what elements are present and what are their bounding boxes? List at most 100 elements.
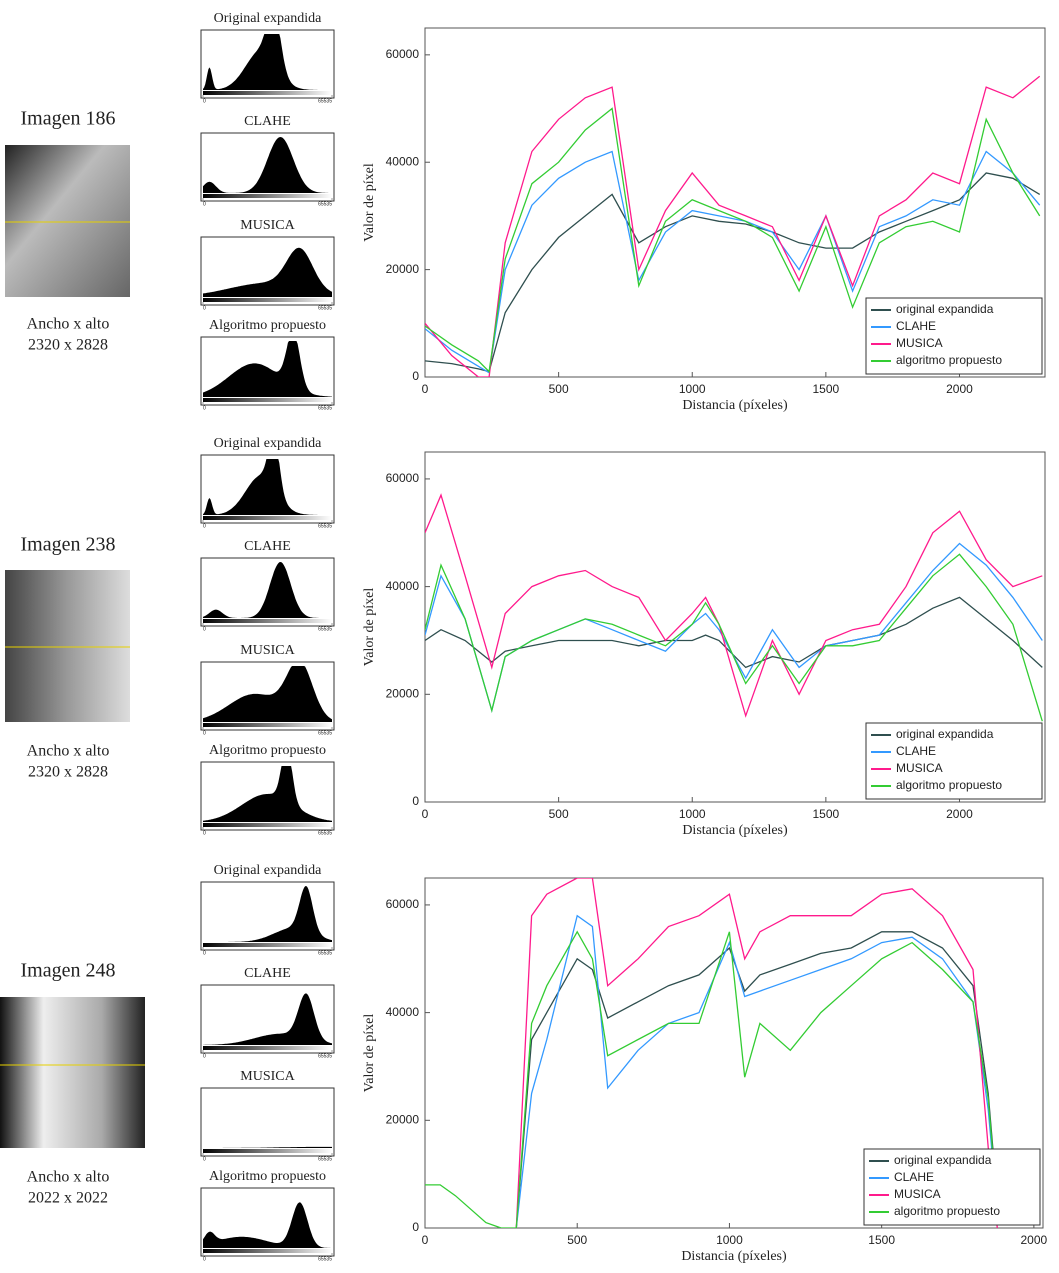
legend-label: MUSICA xyxy=(896,761,943,775)
histogram-tick-label: 65535 xyxy=(318,1053,332,1059)
series-line xyxy=(425,553,1043,722)
histogram-title: CLAHE xyxy=(244,114,291,129)
series-line xyxy=(425,596,1043,669)
histogram-tick-label: 0 xyxy=(203,1053,206,1059)
legend-box xyxy=(863,1148,1041,1226)
histogram-tick-label: 0 xyxy=(203,201,206,207)
histogram-title: Original expandida xyxy=(214,11,322,26)
histogram-shape xyxy=(203,886,332,942)
series-line xyxy=(425,172,1041,373)
legend-label: algoritmo propuesto xyxy=(894,1204,1000,1218)
size-label: Ancho x alto xyxy=(27,1169,110,1186)
series-line xyxy=(425,75,1041,377)
x-tick-label: 0 xyxy=(422,382,429,396)
legend-label: MUSICA xyxy=(896,336,943,350)
histogram-title: CLAHE xyxy=(244,966,291,981)
size-value: 2320 x 2828 xyxy=(28,764,108,781)
histogram-title: Algoritmo propuesto xyxy=(209,1169,326,1184)
histogram-tick-label: 65535 xyxy=(318,1256,332,1262)
xray-image xyxy=(0,997,145,1148)
x-tick-label: 1500 xyxy=(813,807,840,821)
size-value: 2320 x 2828 xyxy=(28,337,108,354)
gray-bar xyxy=(203,91,332,95)
y-axis-label: Valor de píxel xyxy=(362,1014,377,1093)
histogram-tick-label: 65535 xyxy=(318,405,332,411)
gray-bar xyxy=(203,1046,332,1050)
y-tick-label: 60000 xyxy=(386,47,420,61)
legend-label: CLAHE xyxy=(896,319,936,333)
histogram-tick-label: 0 xyxy=(203,98,206,104)
histogram-tick-label: 0 xyxy=(203,305,206,311)
gray-bar xyxy=(203,1149,332,1153)
y-tick-label: 0 xyxy=(412,1220,419,1234)
y-tick-label: 20000 xyxy=(386,686,420,700)
x-tick-label: 500 xyxy=(549,382,569,396)
series-line xyxy=(425,930,998,1228)
series-group xyxy=(425,493,1043,722)
x-axis-label: Distancia (píxeles) xyxy=(681,1249,787,1264)
histogram-frame xyxy=(200,1087,335,1157)
gray-bar xyxy=(203,1249,332,1253)
x-tick-label: 2000 xyxy=(1021,1233,1048,1247)
y-tick-label: 0 xyxy=(412,794,419,808)
x-tick-label: 500 xyxy=(567,1233,587,1247)
series-line xyxy=(425,493,1043,718)
histogram-tick-label: 0 xyxy=(203,1156,206,1162)
x-axis-label: Distancia (píxeles) xyxy=(682,398,788,413)
y-tick-label: 40000 xyxy=(386,154,420,168)
histogram-title: Algoritmo propuesto xyxy=(209,318,326,333)
xray-image xyxy=(5,145,130,297)
xray-image xyxy=(5,570,130,722)
series-line xyxy=(425,107,1041,373)
histogram-shape xyxy=(203,666,332,722)
histogram-tick-label: 65535 xyxy=(318,201,332,207)
histogram-title: CLAHE xyxy=(244,539,291,554)
histogram-shape xyxy=(203,993,332,1045)
series-group xyxy=(425,75,1041,377)
histogram-title: MUSICA xyxy=(240,1069,295,1084)
histogram-tick-label: 65535 xyxy=(318,1156,332,1162)
histogram-tick-label: 0 xyxy=(203,523,206,529)
histogram-shape xyxy=(203,766,332,822)
gray-bar xyxy=(203,943,332,947)
x-tick-label: 1000 xyxy=(679,382,706,396)
x-tick-label: 500 xyxy=(549,807,569,821)
histogram-tick-label: 65535 xyxy=(318,523,332,529)
histogram-tick-label: 0 xyxy=(203,1256,206,1262)
y-tick-label: 20000 xyxy=(386,1112,420,1126)
histogram-tick-label: 65535 xyxy=(318,98,332,104)
histogram-title: Original expandida xyxy=(214,863,322,878)
histogram-title: Algoritmo propuesto xyxy=(209,743,326,758)
histogram-shape xyxy=(203,1146,332,1148)
x-tick-label: 1500 xyxy=(868,1233,895,1247)
legend-label: MUSICA xyxy=(894,1187,941,1201)
legend-label: algoritmo propuesto xyxy=(896,778,1002,792)
histogram-shape xyxy=(203,1202,332,1248)
legend-label: CLAHE xyxy=(896,744,936,758)
legend-box xyxy=(865,297,1043,375)
x-tick-label: 1000 xyxy=(679,807,706,821)
histogram-tick-label: 0 xyxy=(203,405,206,411)
histogram-tick-label: 65535 xyxy=(318,626,332,632)
histogram-title: MUSICA xyxy=(240,218,295,233)
y-axis-label: Valor de píxel xyxy=(362,588,377,667)
x-tick-label: 2000 xyxy=(946,807,973,821)
gray-bar xyxy=(203,194,332,198)
x-tick-label: 1500 xyxy=(813,382,840,396)
y-tick-label: 60000 xyxy=(386,471,420,485)
histogram-shape xyxy=(203,247,332,297)
y-tick-label: 60000 xyxy=(386,897,420,911)
series-line xyxy=(425,150,1041,374)
series-line xyxy=(515,914,998,1228)
y-axis-label: Valor de píxel xyxy=(362,163,377,242)
y-tick-label: 20000 xyxy=(386,262,420,276)
legend-label: algoritmo propuesto xyxy=(896,353,1002,367)
histogram-tick-label: 65535 xyxy=(318,830,332,836)
y-tick-label: 0 xyxy=(412,369,419,383)
legend-box xyxy=(865,722,1043,800)
x-tick-label: 0 xyxy=(422,807,429,821)
histogram-tick-label: 0 xyxy=(203,730,206,736)
histogram-tick-label: 0 xyxy=(203,830,206,836)
